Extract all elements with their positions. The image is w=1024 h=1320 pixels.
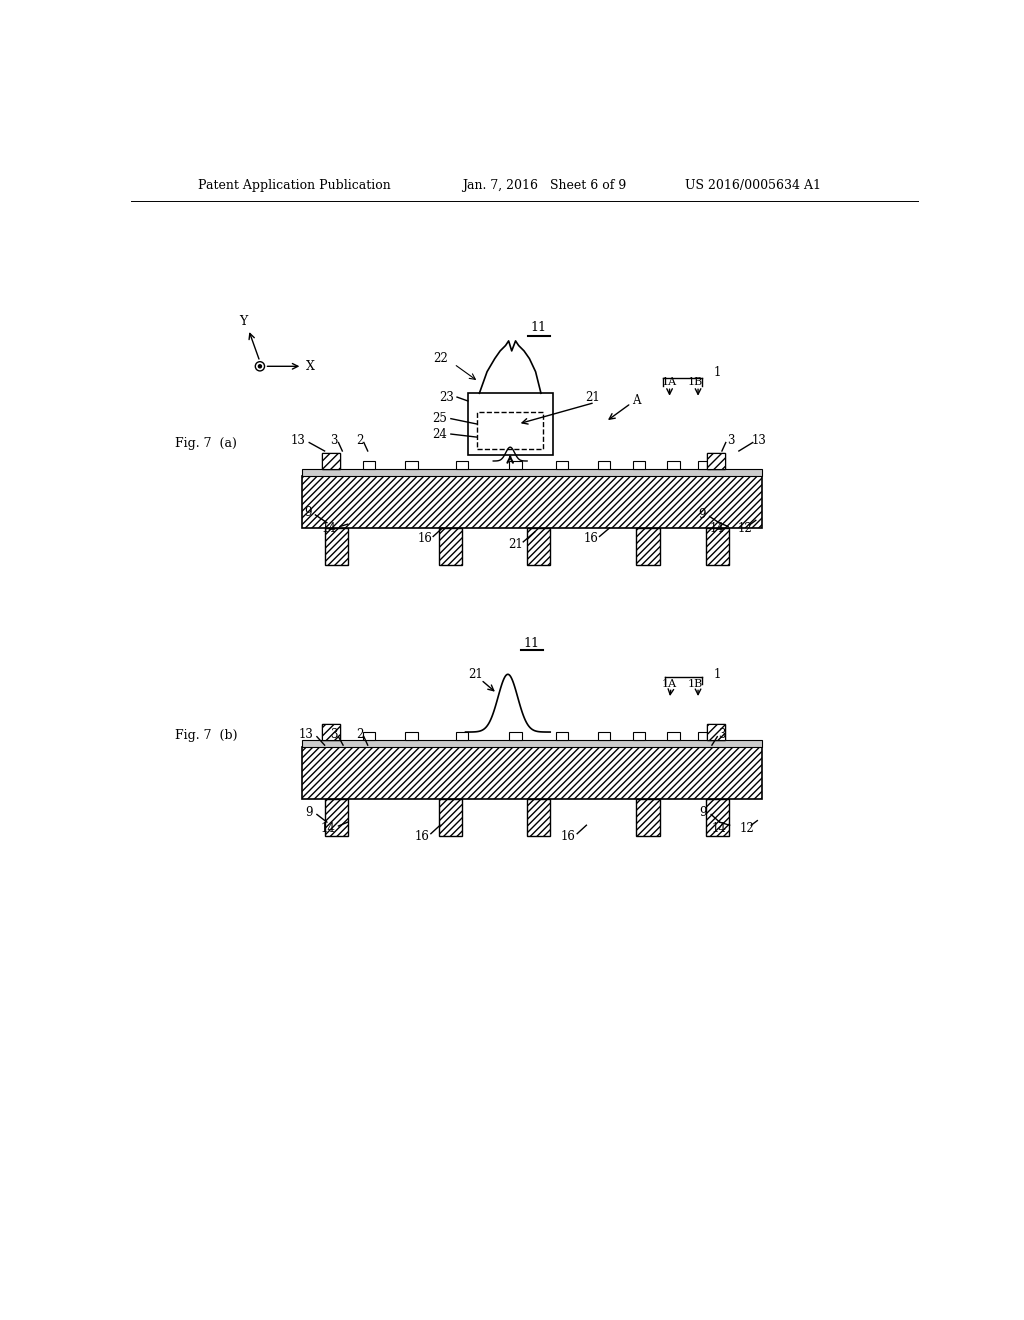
Text: 2: 2 <box>356 434 364 446</box>
Text: 25: 25 <box>433 412 447 425</box>
Bar <box>527 528 550 565</box>
Text: 1B: 1B <box>688 678 703 689</box>
Text: 9: 9 <box>305 807 313 820</box>
Text: 2: 2 <box>356 727 364 741</box>
Bar <box>707 725 725 739</box>
Text: US 2016/0005634 A1: US 2016/0005634 A1 <box>685 178 821 191</box>
Text: Fig. 7  (b): Fig. 7 (b) <box>175 730 238 742</box>
Bar <box>509 461 521 469</box>
Text: 13: 13 <box>291 434 306 446</box>
Text: 21: 21 <box>508 539 523 552</box>
Text: 21: 21 <box>585 391 600 404</box>
Bar <box>598 461 610 469</box>
Text: A: A <box>632 395 641 408</box>
Bar <box>406 733 418 739</box>
Bar <box>509 733 521 739</box>
Text: 1: 1 <box>714 366 721 379</box>
Bar <box>633 733 645 739</box>
Bar <box>456 461 468 469</box>
Bar <box>322 725 340 739</box>
Text: 1A: 1A <box>662 678 677 689</box>
Bar <box>322 453 340 469</box>
Bar <box>364 733 376 739</box>
Bar <box>438 799 462 836</box>
Bar <box>668 461 680 469</box>
Text: 3: 3 <box>330 727 338 741</box>
Bar <box>637 528 659 565</box>
Text: Fig. 7  (a): Fig. 7 (a) <box>175 437 238 450</box>
Text: 12: 12 <box>737 521 753 535</box>
Bar <box>326 799 348 836</box>
Bar <box>556 733 568 739</box>
Bar <box>556 461 568 469</box>
Text: 12: 12 <box>739 822 754 834</box>
Text: 1A: 1A <box>662 376 677 387</box>
Text: 14: 14 <box>321 822 335 834</box>
Text: Y: Y <box>239 315 247 329</box>
Bar <box>364 461 376 469</box>
Text: 11: 11 <box>523 638 539 649</box>
Bar <box>301 475 762 528</box>
Bar <box>668 733 680 739</box>
Bar <box>598 733 610 739</box>
Bar <box>698 461 711 469</box>
Text: 9: 9 <box>304 506 311 519</box>
Text: 16: 16 <box>560 829 575 842</box>
Bar <box>633 461 645 469</box>
Text: Patent Application Publication: Patent Application Publication <box>199 178 391 191</box>
Circle shape <box>258 364 261 368</box>
Text: 16: 16 <box>414 829 429 842</box>
Bar <box>322 725 340 739</box>
Bar <box>322 453 340 469</box>
Text: 3: 3 <box>718 727 726 741</box>
Text: 22: 22 <box>433 352 449 366</box>
Bar <box>301 739 762 747</box>
Text: 14: 14 <box>322 521 337 535</box>
Bar <box>468 393 553 455</box>
Bar <box>477 412 544 449</box>
Bar <box>707 453 725 469</box>
Bar <box>326 528 348 565</box>
Bar <box>456 733 468 739</box>
Text: 11: 11 <box>530 321 547 334</box>
Text: 9: 9 <box>698 508 706 520</box>
Text: 24: 24 <box>433 428 447 441</box>
Text: 16: 16 <box>417 532 432 545</box>
Text: 13: 13 <box>752 434 766 446</box>
Bar <box>707 453 725 469</box>
Text: Jan. 7, 2016   Sheet 6 of 9: Jan. 7, 2016 Sheet 6 of 9 <box>462 178 626 191</box>
Bar <box>637 799 659 836</box>
Text: 1B: 1B <box>688 376 703 387</box>
Text: 1: 1 <box>714 668 721 681</box>
Bar <box>707 725 725 739</box>
Text: 16: 16 <box>584 532 598 545</box>
Bar <box>406 461 418 469</box>
Text: 14: 14 <box>712 822 726 834</box>
Bar <box>706 799 729 836</box>
Bar <box>301 747 762 799</box>
Bar <box>698 733 711 739</box>
Text: 3: 3 <box>330 434 338 446</box>
Text: 23: 23 <box>439 391 454 404</box>
Text: X: X <box>305 360 314 372</box>
Bar <box>438 528 462 565</box>
Bar <box>527 799 550 836</box>
Bar <box>301 469 762 475</box>
Text: 13: 13 <box>299 727 313 741</box>
Text: 9: 9 <box>699 807 708 820</box>
Bar <box>706 528 729 565</box>
Text: 3: 3 <box>727 434 735 446</box>
Text: 14: 14 <box>710 521 725 535</box>
Text: 21: 21 <box>468 668 483 681</box>
